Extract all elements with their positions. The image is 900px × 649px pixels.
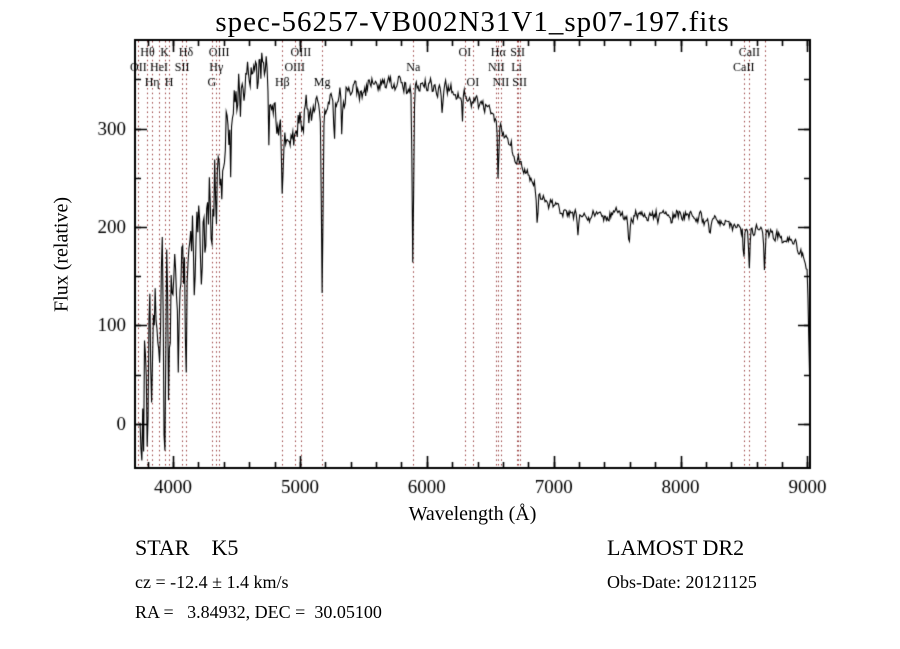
cz-velocity-text: cz = -12.4 ± 1.4 km/s — [135, 572, 289, 592]
y-axis-label: Flux (relative) — [50, 197, 73, 312]
x-axis-label: Wavelength (Å) — [408, 503, 537, 525]
survey-label: LAMOST DR2 — [607, 535, 745, 560]
ra-dec-text: RA = 3.84932, DEC = 30.05100 — [135, 602, 382, 622]
plot-title: spec-56257-VB002N31V1_sp07-197.fits — [215, 6, 730, 38]
obs-date-text: Obs-Date: 20121125 — [607, 572, 757, 592]
object-class-text: STAR K5 — [135, 535, 239, 560]
